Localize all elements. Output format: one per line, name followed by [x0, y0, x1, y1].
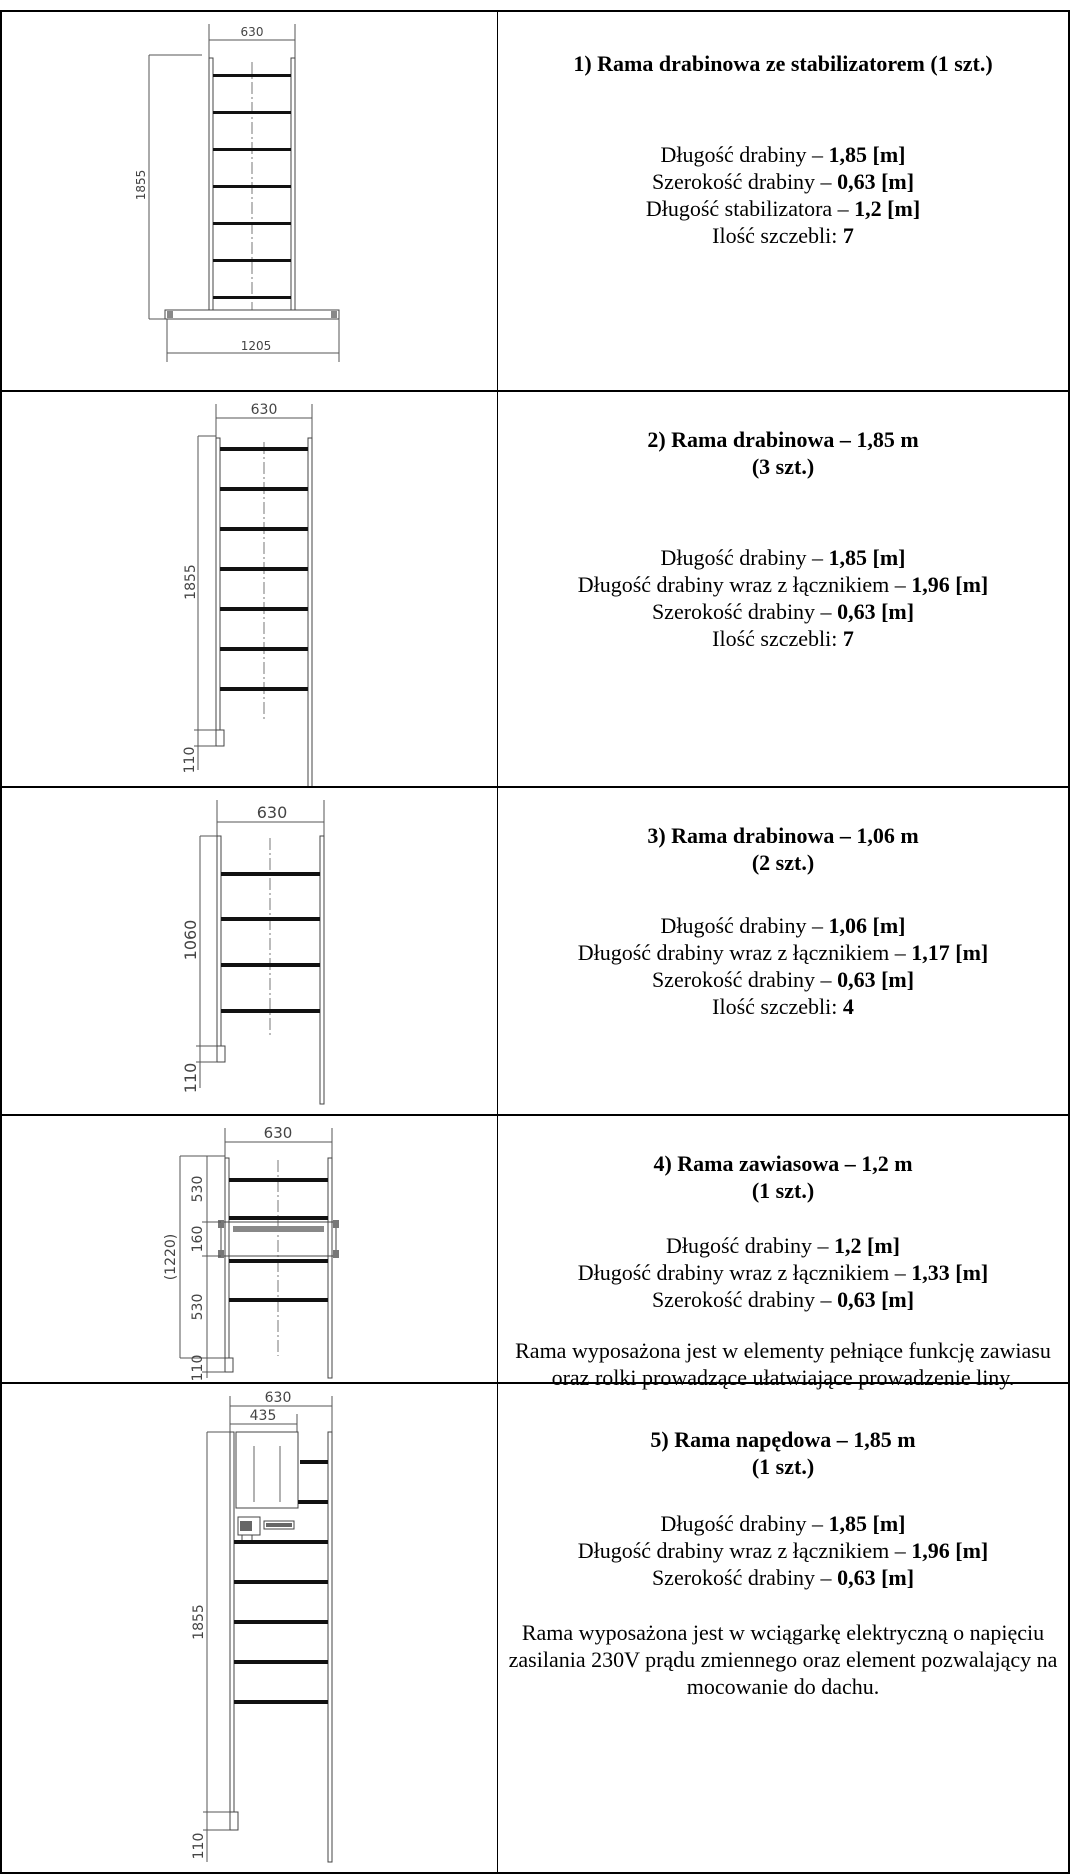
dimension-height-label: 1855	[183, 564, 199, 600]
dimension-connector-label: 110	[190, 1355, 206, 1382]
spec-line: Długość drabiny – 1,2 [m]	[665, 1233, 900, 1258]
spec-line: Ilość szczebli: 4	[712, 994, 854, 1019]
dimension-height-label: 1855	[191, 1604, 207, 1640]
spec-line: Długość drabiny – 1,85 [m]	[660, 545, 906, 570]
dimension-width-label: 630	[265, 1390, 292, 1406]
drawing-cell: 630 1060 110	[0, 788, 498, 1114]
item-title: 1) Rama drabinowa ze stabilizatorem (1 s…	[573, 51, 993, 76]
description-cell: 3) Rama drabinowa – 1,06 m (2 szt.) Dług…	[498, 788, 1070, 1114]
drawing-cell: 630 435	[0, 1384, 498, 1872]
item-title: 3) Rama drabinowa – 1,06 m	[647, 823, 919, 848]
spec-line: Długość drabiny wraz z łącznikiem – 1,17…	[577, 940, 989, 965]
dimension-base-label: 1205	[241, 339, 272, 353]
item-note: Rama wyposażona jest w wciągarkę elektry…	[508, 1620, 1058, 1699]
dimension-hinge-label: 160	[190, 1226, 206, 1253]
dimension-connector-label: 110	[191, 1833, 207, 1860]
dimension-connector-label: 110	[181, 1063, 200, 1094]
spec-line: Szerokość drabiny – 0,63 [m]	[651, 967, 915, 992]
drawing-cell: 630 (1220)	[0, 1116, 498, 1382]
item-note: Rama wyposażona jest w elementy pełniące…	[515, 1338, 1051, 1390]
item-quantity: (1 szt.)	[751, 1454, 815, 1479]
item-quantity: (3 szt.)	[751, 454, 815, 479]
dimension-width-label: 630	[251, 402, 278, 418]
description-cell: 2) Rama drabinowa – 1,85 m (3 szt.) Dług…	[498, 392, 1070, 786]
description-cell: 5) Rama napędowa – 1,85 m (1 szt.) Długo…	[498, 1384, 1070, 1872]
dimension-lower-label: 530	[190, 1294, 206, 1321]
table-row: 630 435	[0, 1382, 1070, 1874]
item-quantity: (2 szt.)	[751, 850, 815, 875]
spec-line: Ilość szczebli: 7	[712, 626, 854, 651]
dimension-connector-label: 110	[182, 747, 198, 774]
table-row: 630 (1220)	[0, 1114, 1070, 1390]
dimension-winch-label: 435	[250, 1408, 277, 1424]
drawing-cell: 630 1855	[0, 392, 498, 786]
table-row: 630 1060 110 3) Ra	[0, 786, 1070, 1114]
item-title: 5) Rama napędowa – 1,85 m	[650, 1427, 916, 1452]
spec-line: Długość drabiny wraz z łącznikiem – 1,96…	[577, 572, 989, 597]
item-title: 2) Rama drabinowa – 1,85 m	[647, 427, 919, 452]
spec-line: Szerokość drabiny – 0,63 [m]	[651, 1287, 915, 1312]
dimension-width-label: 630	[257, 803, 288, 822]
ladder-1060-drawing: 630 1060 110	[181, 800, 325, 1105]
dimension-height-label: 1060	[181, 920, 200, 961]
spec-line: Długość stabilizatora – 1,2 [m]	[645, 196, 921, 221]
spec-line: Szerokość drabiny – 0,63 [m]	[651, 1565, 915, 1590]
spec-line: Ilość szczebli: 7	[712, 223, 854, 248]
ladder-1855-drawing: 630 1855	[182, 402, 313, 786]
description-cell: 4) Rama zawiasowa – 1,2 m (1 szt.) Długo…	[498, 1116, 1070, 1390]
drawing-cell: 630 1855	[0, 12, 498, 390]
spec-line: Długość drabiny – 1,85 [m]	[660, 1511, 906, 1536]
dimension-upper-label: 530	[190, 1176, 206, 1203]
dimension-total-label: (1220)	[163, 1234, 179, 1281]
item-quantity: (1 szt.)	[751, 1178, 815, 1203]
spec-line: Długość drabiny wraz z łącznikiem – 1,96…	[577, 1538, 989, 1563]
drive-frame-drawing: 630 435	[191, 1390, 333, 1863]
spec-line: Szerokość drabiny – 0,63 [m]	[651, 599, 915, 624]
spec-line: Długość drabiny wraz z łącznikiem – 1,33…	[577, 1260, 989, 1285]
spec-line: Szerokość drabiny – 0,63 [m]	[651, 169, 915, 194]
spec-line: Długość drabiny – 1,06 [m]	[660, 913, 906, 938]
item-title: 4) Rama zawiasowa – 1,2 m	[653, 1151, 913, 1176]
dimension-height-label: 1855	[134, 170, 148, 201]
table-row: 630 1855	[0, 10, 1070, 390]
description-cell: 1) Rama drabinowa ze stabilizatorem (1 s…	[498, 12, 1070, 390]
spec-line: Długość drabiny – 1,85 [m]	[660, 142, 906, 167]
dimension-width-label: 630	[241, 25, 264, 39]
ladder-with-stabilizer-drawing: 630 1855	[134, 24, 340, 362]
hinge-frame-drawing: 630 (1220)	[163, 1124, 339, 1382]
table-row: 630 1855	[0, 390, 1070, 786]
dimension-width-label: 630	[264, 1124, 293, 1142]
